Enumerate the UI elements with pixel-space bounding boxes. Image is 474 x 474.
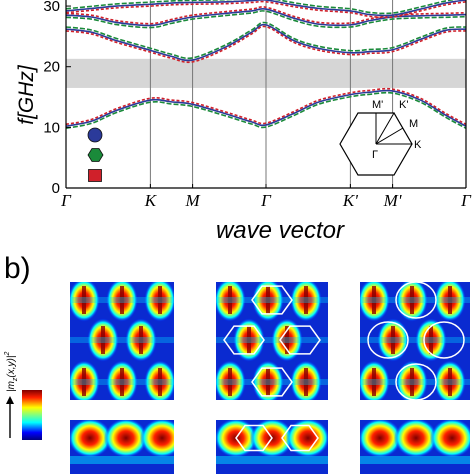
legend-marker-hexagon [87,148,104,162]
bz-label-gamma: Γ [372,149,378,161]
colorbar-gradient [22,390,42,440]
y-tick-label: 0 [52,180,60,197]
mode-map [70,420,174,474]
mode-map [360,420,470,474]
bz-label-kprime: K' [399,99,408,111]
y-tick-label: 20 [43,59,60,76]
bz-label-k: K [414,139,422,151]
brillouin-zone-inset: M' K' M Γ K [339,99,422,176]
y-tick-label: 30 [43,0,60,15]
x-axis-ticks: Γ K M Γ K' M' Γ [60,184,472,210]
legend-marker-square [88,169,102,182]
band-curve [66,87,466,126]
brillouin-path [375,112,395,145]
band-curve [66,91,466,130]
brillouin-path-m [375,127,404,145]
band-curve [66,0,466,19]
band-curve [66,6,466,25]
colorbar-arrow-head [6,396,14,404]
x-axis-title: wave vector [216,217,345,244]
band-curve [66,25,466,64]
y-tick-label: 10 [43,119,60,136]
mode-map [70,282,174,400]
mode-profile-maps [70,282,470,474]
y-axis-title: f[GHz] [15,64,38,125]
x-tick-label: Γ [460,191,472,210]
x-tick-label: M [184,191,200,210]
legend-marker-circle [87,127,103,143]
x-tick-label: M' [383,191,402,210]
band-curve [66,0,457,15]
mode-map [216,420,328,474]
band-curve [66,10,466,29]
dispersion-curves [66,0,466,130]
mode-map [216,282,328,400]
bz-label-mprime: M' [372,99,383,111]
x-tick-label: Γ [260,191,272,210]
colorbar-label: |mz(x,y)|2 [4,352,19,392]
band-curve [66,21,466,60]
x-tick-label: K [144,191,158,210]
x-tick-label: K' [342,191,358,210]
colorbar: |mz(x,y)|2 [4,352,42,440]
mode-map [360,282,470,400]
band-curve [66,0,466,17]
panel-label-b: b) [4,252,31,285]
bz-label-m: M [409,118,418,130]
band-curve [66,23,466,62]
x-tick-label: Γ [60,191,72,210]
band-curve [66,89,466,127]
y-axis-ticks: 0 10 20 30 [43,0,71,197]
legend [87,127,104,182]
